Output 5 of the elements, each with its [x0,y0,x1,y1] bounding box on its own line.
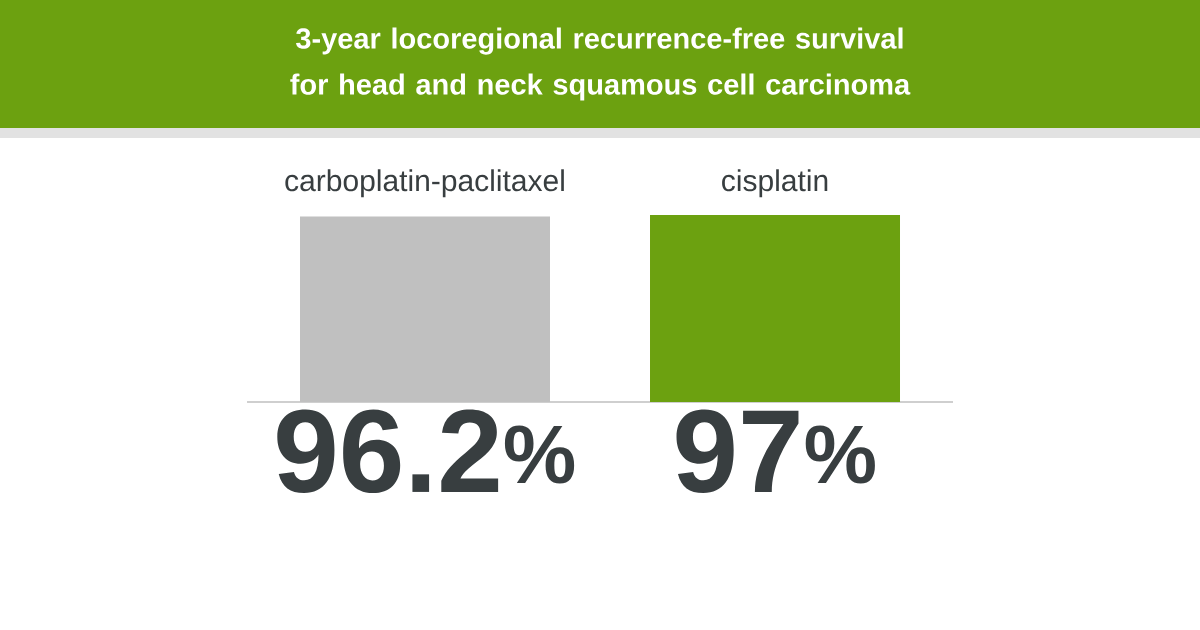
x-tick-label: carboplatin-paclitaxel [285,169,564,198]
data-label: 96.2$^{%}$ [277,409,575,494]
x-tick-label: cisplatin [722,169,828,198]
data-label: 97$^{%}$ [676,409,875,494]
chart-title: 3-year locoregional recurrence-free survival for head and neck squamous cell carcinoma [290,27,911,101]
